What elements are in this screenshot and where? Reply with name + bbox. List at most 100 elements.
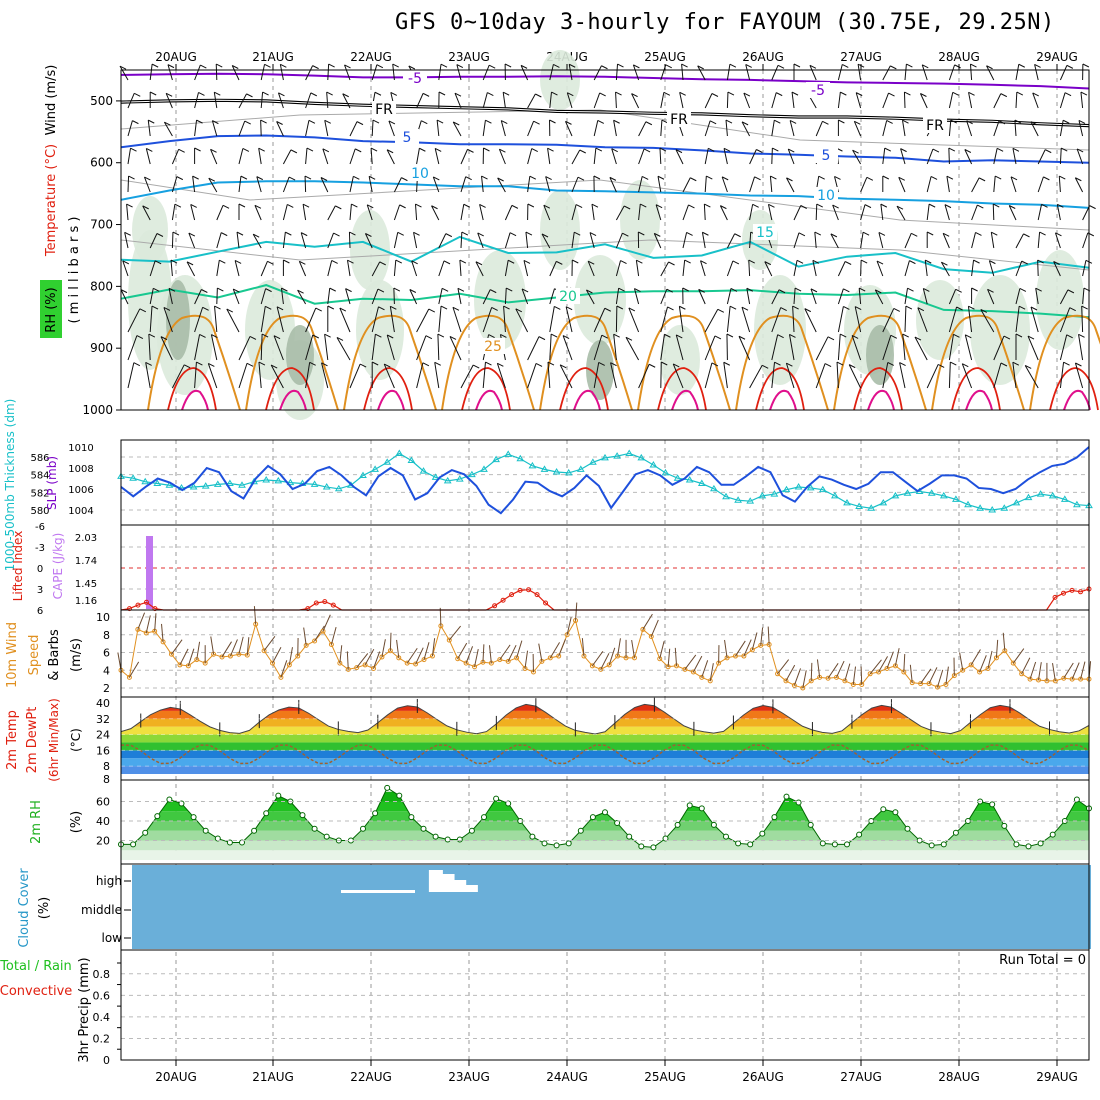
rh-shading [540,50,580,110]
wind-barb-10m [802,670,807,689]
wind-barb-flag [457,287,465,292]
wind-barb [837,288,844,305]
bottom-date-label: 21AUG [252,1070,294,1084]
wind-barb [1078,120,1084,137]
wind-barb-flag [950,361,957,366]
wind-barb-flag [878,232,886,236]
rh-point [420,825,427,832]
wind-barb [282,149,292,165]
wind-barb [967,306,973,333]
wind-barb [437,333,440,361]
wind-barb [527,93,536,109]
wind-barb [371,288,379,305]
rh-tick: 40 [96,815,110,828]
wind-barb [704,362,713,389]
isotherm-25 [343,314,437,411]
wind-barb-flag [886,120,893,124]
wind-barb-flag [392,63,399,68]
slp-tick: 1004 [68,506,93,517]
wind-barb-10m [674,647,678,666]
wind-barb-flag [952,91,959,96]
wind-barb [682,204,689,221]
wind-barb [297,289,307,305]
wind-speed-point [934,684,940,690]
wind-barb-flag [342,93,349,98]
rh-point [311,825,318,832]
wind-barb-flag [664,333,671,338]
wind-barb [593,92,601,109]
wind-speed-point [968,662,974,668]
wind-barb [1074,362,1084,389]
wind-barb-10m [575,602,578,621]
wind-barb-10m [920,668,932,684]
wind-barb-flag [281,287,288,292]
wind-barb-flag [638,231,645,236]
wind-barb-flag [593,175,601,180]
wind-barb-10m [751,632,758,650]
wind-barb [860,232,864,249]
wind-barb-10m [154,613,157,632]
wind-barb [434,148,440,165]
wind-barb-flag [488,334,495,339]
wind-barb-flag [854,306,862,311]
wind-barb-flag [613,333,620,338]
isotherm-35 [475,389,503,411]
wind-barb-10m [538,643,543,662]
wind-barb-10m [196,641,201,660]
wind-barb-flag [371,361,379,366]
wind-barb-flag [643,148,651,153]
wind-barb-flag [628,307,636,312]
wind-barb-flag [917,307,925,312]
rh-point [166,796,173,803]
wind-barb [371,261,381,277]
thickness-point [758,491,767,499]
wind-barb-flag [214,91,221,96]
rh-point [1025,843,1032,850]
wind-barb [832,204,839,221]
wind-barb-flag [326,91,333,96]
wind-barb-10m [860,666,863,685]
lifted-index-point [313,600,319,606]
wind-barb [171,149,180,165]
rh-point [372,810,379,817]
wind-barb [589,232,595,249]
contour-label: 25 [484,339,502,355]
wind-barb-flag [515,308,523,313]
wind-barb [409,289,418,305]
wind-barb-flag [955,288,962,293]
wind-barb-flag [720,205,727,210]
wind-barb [327,260,333,277]
thickness-point [806,483,815,491]
thickness-point [673,474,682,481]
wind-barb-10m [499,644,511,660]
isotherm-15 [120,235,1090,274]
wind-barb [565,306,573,333]
wind-barb-flag [700,260,707,265]
wind-barb-10m [886,651,894,669]
lifted-index-point [500,597,506,603]
wind-barb [1081,305,1084,333]
wind-barb [882,362,889,389]
thickness-point [818,485,827,493]
wind-barb [926,148,934,165]
wind-barb [127,335,138,361]
wind-barb [216,287,218,305]
wind-barb-flag [550,333,558,338]
thickness-point [419,467,428,474]
isotherm-35 [573,389,601,411]
wind-barb [252,233,262,249]
lifted-index-line [120,588,1090,611]
li-tick: -6 [35,522,45,533]
wind-barb [593,120,599,137]
wind-barb-flag [661,119,669,124]
wind-barb-flag [219,259,226,264]
high-cloud-bar [440,874,455,892]
wind-barb-flag [553,63,560,68]
wind-barb-flag [538,336,546,341]
wind-barb [280,288,284,305]
isotherm-35 [181,389,209,411]
wind-barb-flag [390,305,397,310]
isotherm-30 [1049,367,1099,411]
wind-barb-flag [226,308,234,313]
